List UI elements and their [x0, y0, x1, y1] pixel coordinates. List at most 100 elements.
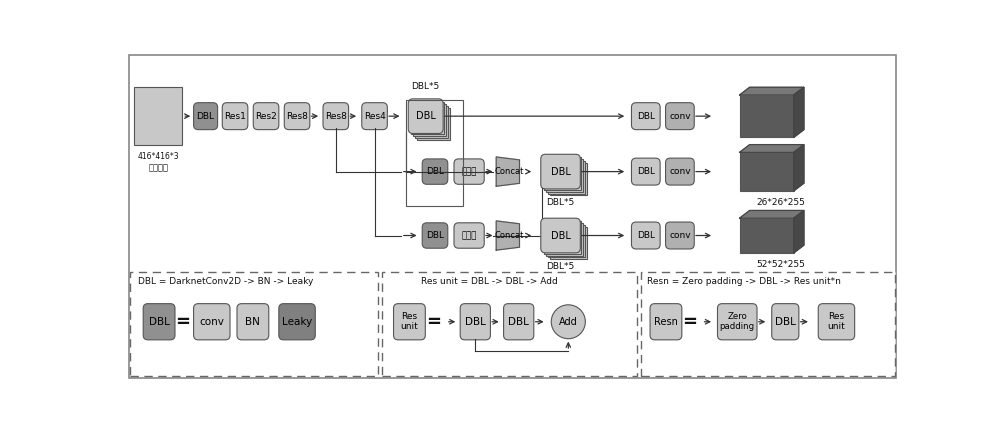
- Polygon shape: [794, 87, 804, 137]
- Text: Res2: Res2: [255, 112, 277, 121]
- Bar: [544, 221, 581, 254]
- Text: Res4: Res4: [364, 112, 385, 121]
- Text: Resn: Resn: [654, 317, 678, 327]
- Bar: [740, 95, 794, 137]
- Text: Res
unit: Res unit: [401, 312, 418, 332]
- FancyBboxPatch shape: [194, 304, 230, 340]
- Text: =: =: [682, 313, 697, 331]
- Bar: [546, 159, 583, 192]
- Text: DBL: DBL: [149, 317, 170, 327]
- FancyBboxPatch shape: [541, 218, 580, 253]
- FancyBboxPatch shape: [666, 222, 694, 249]
- Polygon shape: [496, 221, 519, 250]
- Bar: [548, 225, 585, 257]
- Text: conv: conv: [669, 231, 691, 240]
- Text: Leaky: Leaky: [282, 317, 312, 327]
- Bar: [740, 218, 794, 253]
- Text: 52*52*255: 52*52*255: [756, 260, 805, 269]
- Text: =: =: [175, 313, 190, 331]
- Bar: [413, 104, 446, 136]
- Text: Concat: Concat: [495, 231, 524, 240]
- FancyBboxPatch shape: [717, 304, 757, 340]
- Text: BN: BN: [245, 317, 260, 327]
- FancyBboxPatch shape: [362, 103, 387, 130]
- Polygon shape: [740, 211, 804, 218]
- FancyBboxPatch shape: [650, 304, 682, 340]
- Bar: [550, 227, 587, 260]
- FancyBboxPatch shape: [422, 159, 448, 184]
- Text: 13*13*255: 13*13*255: [756, 146, 805, 155]
- Bar: [550, 163, 587, 196]
- Text: DBL: DBL: [637, 167, 655, 176]
- FancyBboxPatch shape: [408, 99, 443, 133]
- FancyBboxPatch shape: [394, 304, 425, 340]
- FancyBboxPatch shape: [454, 223, 484, 248]
- FancyBboxPatch shape: [666, 158, 694, 185]
- FancyBboxPatch shape: [631, 103, 660, 130]
- FancyBboxPatch shape: [323, 103, 349, 130]
- Bar: [382, 272, 637, 376]
- Bar: [406, 100, 463, 206]
- FancyBboxPatch shape: [253, 103, 279, 130]
- FancyBboxPatch shape: [143, 304, 175, 340]
- FancyBboxPatch shape: [460, 304, 490, 340]
- Text: DBL: DBL: [637, 112, 655, 121]
- Bar: [130, 272, 378, 376]
- Bar: [740, 152, 794, 191]
- Text: Res8: Res8: [286, 112, 308, 121]
- Text: DBL: DBL: [426, 231, 444, 240]
- Text: Zero
padding: Zero padding: [720, 312, 755, 332]
- FancyBboxPatch shape: [631, 158, 660, 185]
- Text: conv: conv: [199, 317, 224, 327]
- Text: DBL: DBL: [551, 166, 570, 177]
- Text: DBL*5: DBL*5: [546, 262, 575, 271]
- FancyBboxPatch shape: [772, 304, 799, 340]
- Text: 416*416*3: 416*416*3: [138, 152, 179, 161]
- Text: Add: Add: [559, 317, 578, 327]
- Bar: [415, 106, 448, 138]
- FancyBboxPatch shape: [666, 103, 694, 130]
- FancyBboxPatch shape: [422, 223, 448, 248]
- Text: 上采样: 上采样: [461, 231, 477, 240]
- Text: Res8: Res8: [325, 112, 347, 121]
- FancyBboxPatch shape: [818, 304, 855, 340]
- Bar: [641, 272, 895, 376]
- Text: conv: conv: [669, 167, 691, 176]
- Ellipse shape: [551, 305, 585, 338]
- Text: DBL: DBL: [637, 231, 655, 240]
- Bar: [411, 102, 444, 134]
- Text: 输入图像: 输入图像: [148, 163, 168, 172]
- FancyBboxPatch shape: [279, 304, 315, 340]
- Text: Concat: Concat: [495, 167, 524, 176]
- FancyBboxPatch shape: [194, 103, 218, 130]
- Polygon shape: [794, 211, 804, 253]
- FancyBboxPatch shape: [454, 159, 484, 184]
- Bar: [544, 157, 581, 190]
- Text: 26*26*255: 26*26*255: [756, 198, 805, 207]
- Text: DBL: DBL: [197, 112, 215, 121]
- Text: DBL: DBL: [508, 317, 529, 327]
- Text: DBL: DBL: [551, 230, 570, 241]
- Polygon shape: [496, 157, 519, 186]
- Text: 上采样: 上采样: [461, 167, 477, 176]
- Text: DBL: DBL: [775, 317, 796, 327]
- Polygon shape: [740, 145, 804, 152]
- Text: Res1: Res1: [224, 112, 246, 121]
- Text: conv: conv: [669, 112, 691, 121]
- Polygon shape: [740, 87, 804, 95]
- FancyBboxPatch shape: [222, 103, 248, 130]
- FancyBboxPatch shape: [631, 222, 660, 249]
- Text: Resn = Zero padding -> DBL -> Res unit*n: Resn = Zero padding -> DBL -> Res unit*n: [647, 277, 841, 286]
- FancyBboxPatch shape: [237, 304, 269, 340]
- Text: DBL: DBL: [416, 111, 436, 121]
- Text: Res unit = DBL -> DBL -> Add: Res unit = DBL -> DBL -> Add: [421, 277, 558, 286]
- Text: DBL*5: DBL*5: [412, 82, 440, 91]
- Bar: [417, 108, 450, 140]
- FancyBboxPatch shape: [504, 304, 534, 340]
- Text: DBL = DarknetConv2D -> BN -> Leaky: DBL = DarknetConv2D -> BN -> Leaky: [138, 277, 314, 286]
- Text: DBL: DBL: [426, 167, 444, 176]
- Text: =: =: [426, 313, 441, 331]
- FancyBboxPatch shape: [541, 154, 580, 189]
- Polygon shape: [794, 145, 804, 191]
- Bar: [134, 87, 182, 145]
